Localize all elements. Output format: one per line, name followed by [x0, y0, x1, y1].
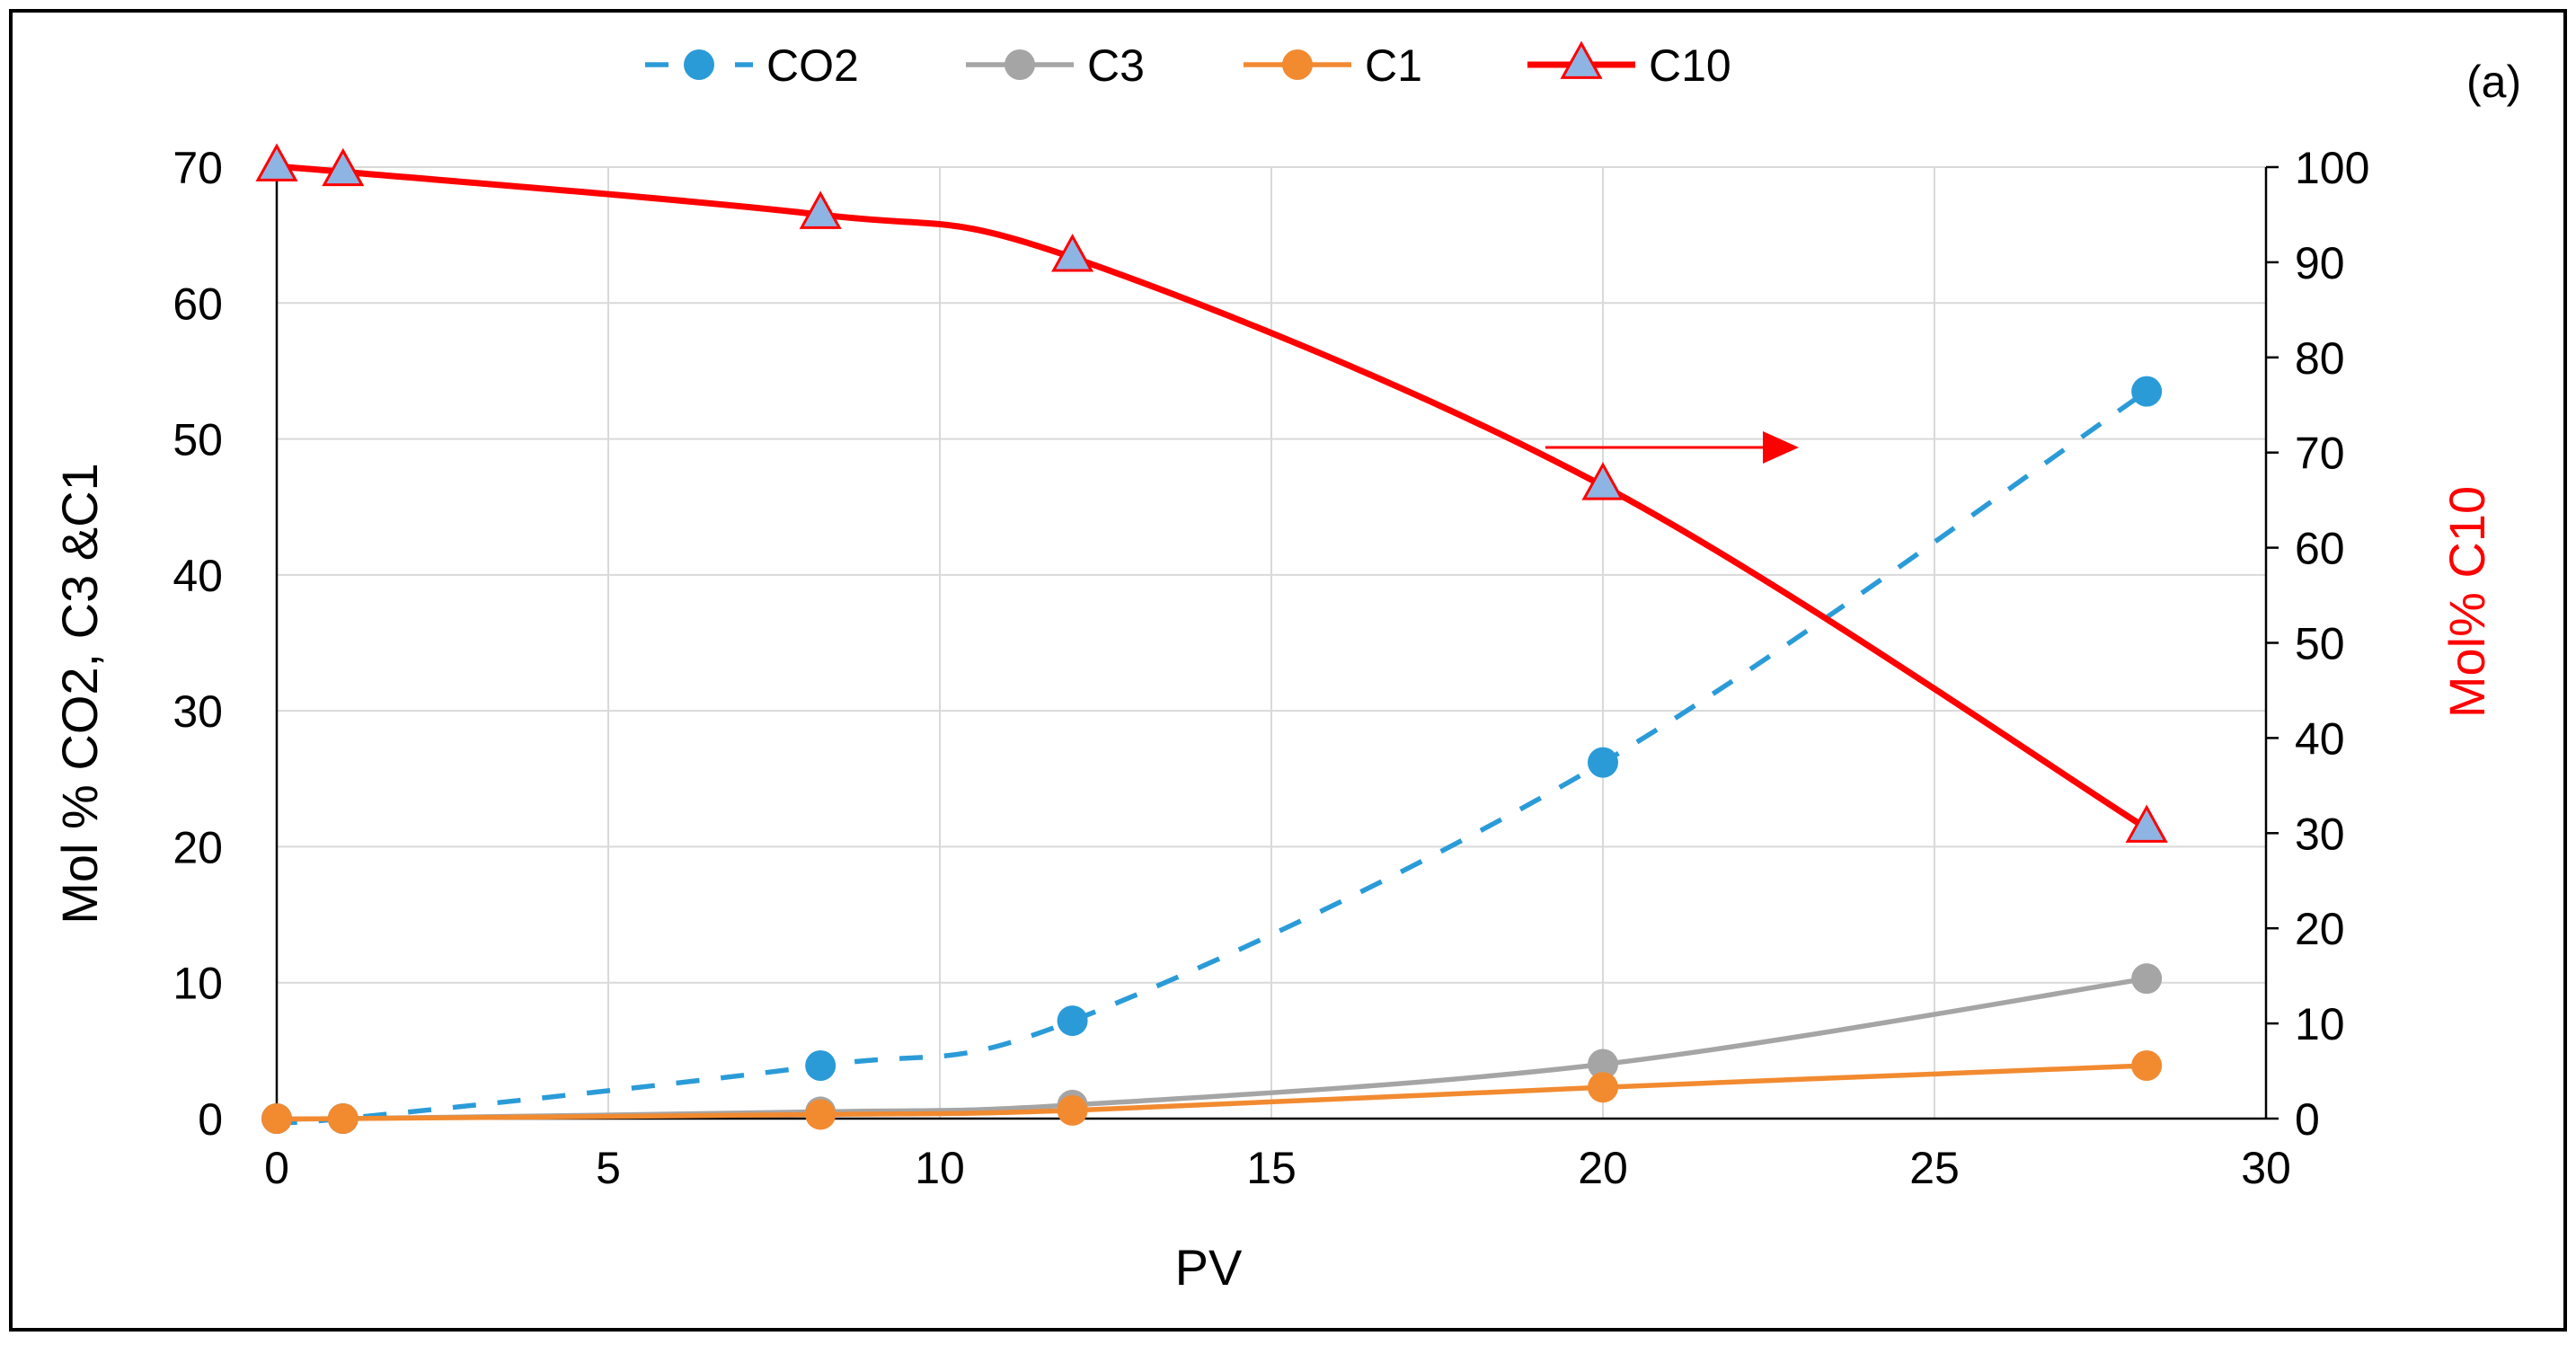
- data-point-c1: [2131, 1049, 2163, 1081]
- y-axis-right-label: Mol% C10: [2439, 486, 2495, 718]
- legend: CO2 C3 C1 C10: [645, 40, 1731, 91]
- y-left-tick-label: 70: [173, 143, 223, 193]
- data-point-c1: [1588, 1072, 1618, 1103]
- grid: [276, 166, 2267, 1119]
- x-tick-label: 10: [915, 1143, 965, 1193]
- y-right-tick-label: 40: [2295, 713, 2345, 764]
- x-tick-label: 30: [2241, 1143, 2291, 1193]
- data-point-co2: [1057, 1005, 1088, 1037]
- legend-marker-c3: [1005, 49, 1035, 80]
- y-right-tick-label: 30: [2295, 809, 2345, 859]
- data-point-c10: [1581, 462, 1624, 500]
- series-line-c1: [276, 1063, 2147, 1122]
- data-point-c3: [2131, 963, 2163, 995]
- y-left-tick-label: 40: [173, 551, 223, 601]
- y-right-tick-label: 20: [2295, 904, 2345, 954]
- tick-labels: 0 5 10 15 20 25 300102030405060700102030405060…: [173, 143, 2369, 1193]
- legend-marker-c1: [1282, 49, 1313, 80]
- y-right-tick-label: 80: [2295, 333, 2345, 384]
- y-right-tick-label: 90: [2295, 238, 2345, 288]
- legend-marker-co2: [684, 49, 714, 80]
- x-tick-label: 25: [1909, 1143, 1960, 1193]
- data-point-co2: [805, 1049, 837, 1081]
- chart-frame: [9, 9, 2567, 1332]
- data-point-c10: [1051, 234, 1094, 272]
- data-point-c10: [2125, 804, 2168, 843]
- legend-label-co2: CO2: [766, 40, 859, 91]
- right-axis-arrow-annotation: [1545, 431, 1799, 464]
- axes: [275, 165, 2279, 1120]
- data-point-c1: [261, 1103, 292, 1134]
- series: [275, 164, 2149, 1126]
- data-point-co2: [2131, 376, 2163, 407]
- x-axis-label: PV: [1175, 1239, 1243, 1296]
- panel-label: (a): [2466, 57, 2521, 107]
- data-point-co2: [1588, 747, 1618, 778]
- y-right-tick-label: 10: [2295, 999, 2345, 1049]
- data-point-c1: [805, 1099, 837, 1130]
- legend-label-c3: C3: [1087, 40, 1145, 91]
- data-point-c1: [1057, 1094, 1088, 1126]
- y-left-tick-label: 30: [173, 686, 223, 737]
- x-tick-label: 5: [596, 1143, 621, 1193]
- legend-marker-c10: [1560, 40, 1603, 79]
- y-right-tick-label: 50: [2295, 619, 2345, 669]
- legend-label-c1: C1: [1365, 40, 1422, 91]
- y-left-tick-label: 50: [173, 415, 223, 465]
- markers: [255, 143, 2168, 1134]
- y-right-tick-label: 60: [2295, 524, 2345, 574]
- y-left-tick-label: 20: [173, 822, 223, 872]
- x-tick-label: 15: [1246, 1143, 1297, 1193]
- x-tick-label: 20: [1578, 1143, 1628, 1193]
- series-line-c10: [275, 164, 2149, 831]
- data-point-c10: [255, 143, 298, 181]
- series-line-co2: [276, 389, 2148, 1126]
- data-point-c10: [799, 190, 842, 229]
- y-right-tick-label: 70: [2295, 429, 2345, 479]
- data-point-c3: [1588, 1049, 1618, 1080]
- data-point-c10: [322, 147, 365, 187]
- y-left-tick-label: 10: [173, 959, 223, 1009]
- y-right-tick-label: 100: [2295, 143, 2369, 193]
- y-axis-left-label: Mol % CO2, C3 &C1: [51, 463, 108, 925]
- data-point-c1: [327, 1103, 359, 1134]
- y-right-tick-label: 0: [2295, 1094, 2320, 1145]
- legend-label-c10: C10: [1649, 40, 1731, 91]
- y-left-tick-label: 60: [173, 279, 223, 329]
- y-left-tick-label: 0: [198, 1094, 223, 1145]
- x-tick-label: 0: [264, 1143, 289, 1193]
